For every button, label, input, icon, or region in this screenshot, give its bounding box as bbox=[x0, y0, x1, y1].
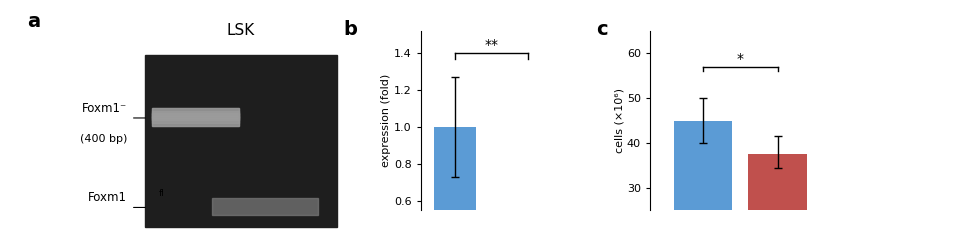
Text: fl: fl bbox=[159, 189, 164, 198]
Text: b: b bbox=[343, 20, 358, 39]
Y-axis label: expression (fold): expression (fold) bbox=[381, 74, 391, 167]
Text: c: c bbox=[597, 20, 608, 39]
Bar bbox=[144, 55, 337, 227]
Text: *: * bbox=[737, 52, 744, 65]
Bar bbox=[152, 111, 239, 118]
Bar bbox=[152, 119, 239, 125]
Text: Foxm1⁻: Foxm1⁻ bbox=[82, 102, 127, 115]
Text: **: ** bbox=[485, 38, 498, 52]
Bar bbox=[674, 121, 732, 239]
Y-axis label: cells (×10⁶): cells (×10⁶) bbox=[614, 88, 624, 153]
Bar bbox=[152, 108, 239, 115]
Text: a: a bbox=[28, 12, 41, 31]
Text: (400 bp): (400 bp) bbox=[80, 135, 127, 145]
Text: LSK: LSK bbox=[227, 23, 255, 38]
Bar bbox=[749, 154, 807, 239]
Bar bbox=[212, 198, 318, 215]
Bar bbox=[434, 127, 476, 239]
Text: Foxm1: Foxm1 bbox=[88, 191, 127, 204]
Bar bbox=[152, 108, 239, 125]
Bar bbox=[152, 114, 239, 120]
Bar bbox=[152, 116, 239, 123]
